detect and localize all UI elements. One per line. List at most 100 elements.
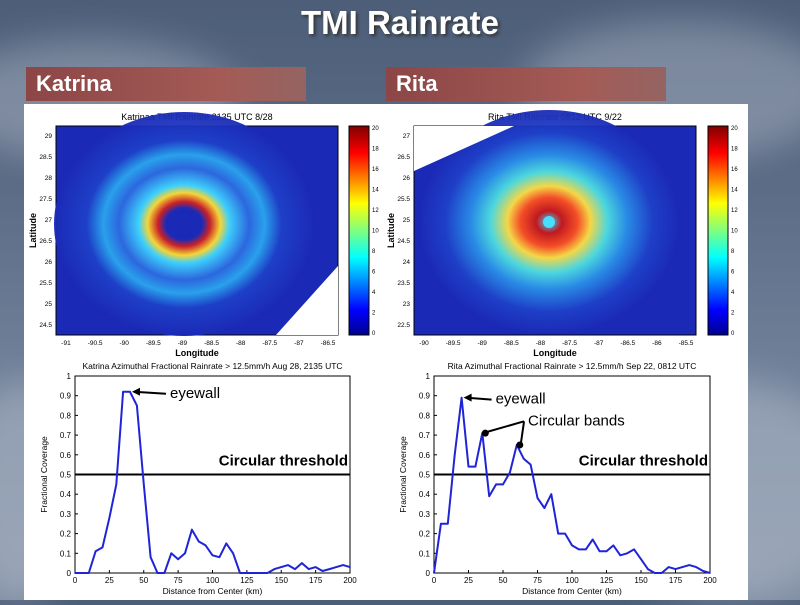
data-point xyxy=(453,454,456,456)
rita-coverage-chart: Rita Azimuthal Fractional Rainrate > 12.… xyxy=(398,361,717,596)
map-x-tick-label: -88 xyxy=(236,340,246,347)
data-point xyxy=(273,568,276,570)
data-point xyxy=(598,550,601,553)
figure-svg: Katrinaa TMI Rainrate 2135 UTC 8/28-91-9… xyxy=(28,110,738,596)
map-y-tick-label: 25 xyxy=(403,217,411,224)
y-tick-label: 0.9 xyxy=(60,392,72,401)
data-point xyxy=(509,471,511,474)
data-point xyxy=(495,483,497,486)
data-point xyxy=(591,538,594,541)
colorbar-tick-label: 4 xyxy=(372,290,376,296)
map-x-tick-label: -87.5 xyxy=(262,340,277,347)
map-x-tick-label: -89.5 xyxy=(446,340,461,347)
y-axis-label: Fractional Coverage xyxy=(39,436,49,513)
katrina-header: Katrina xyxy=(26,67,306,101)
colorbar-tick-label: 2 xyxy=(372,311,376,317)
colorbar xyxy=(348,125,370,336)
map-y-tick-label: 26 xyxy=(45,259,53,266)
map-y-tick-label: 23.5 xyxy=(397,280,410,287)
data-point xyxy=(170,552,173,555)
map-y-tick-label: 22.5 xyxy=(397,322,410,329)
map-x-tick-label: -86.5 xyxy=(620,340,635,347)
x-axis-label: Distance from Center (km) xyxy=(163,586,263,596)
arrow-head xyxy=(463,393,472,402)
data-point xyxy=(259,572,262,574)
data-point xyxy=(142,483,145,486)
colorbar-tick-label: 0 xyxy=(372,331,376,337)
arrow-head xyxy=(481,429,489,437)
colorbar-tick-label: 20 xyxy=(372,126,379,132)
map-y-tick-label: 28.5 xyxy=(39,154,52,161)
figure-panel: Katrinaa TMI Rainrate 2135 UTC 8/28-91-9… xyxy=(24,104,748,600)
y-tick-label: 0.2 xyxy=(60,530,72,539)
data-point xyxy=(654,572,656,574)
colorbar xyxy=(707,125,729,336)
data-point xyxy=(246,572,248,574)
map-y-label: Latitude xyxy=(28,213,38,248)
colorbar-tick-label: 4 xyxy=(731,290,735,296)
y-tick-label: 0.4 xyxy=(60,490,72,499)
data-point xyxy=(149,556,152,559)
x-tick-label: 50 xyxy=(139,576,148,585)
map-x-tick-label: -87 xyxy=(294,340,304,347)
data-point xyxy=(191,528,193,531)
data-point xyxy=(136,404,138,407)
data-point xyxy=(688,564,691,566)
y-tick-label: 0.5 xyxy=(419,471,431,480)
y-tick-label: 0 xyxy=(426,569,431,578)
data-point xyxy=(660,572,663,574)
map-y-tick-label: 25.5 xyxy=(397,196,410,203)
map-y-tick-label: 27 xyxy=(45,217,53,224)
map-y-tick-label: 25 xyxy=(45,301,53,308)
chart-title: Rita Azimuthal Fractional Rainrate > 12.… xyxy=(448,361,697,371)
data-point xyxy=(266,572,269,574)
data-point xyxy=(218,556,221,559)
data-point xyxy=(695,566,697,568)
y-tick-label: 0.5 xyxy=(60,471,72,480)
colorbar-tick-label: 6 xyxy=(372,270,376,276)
colorbar-tick-label: 14 xyxy=(372,188,379,194)
map-x-tick-label: -85.5 xyxy=(679,340,694,347)
x-tick-label: 25 xyxy=(464,576,473,585)
map-y-tick-label: 24.5 xyxy=(39,322,52,329)
map-y-tick-label: 29 xyxy=(45,133,53,140)
y-tick-label: 1 xyxy=(426,372,431,381)
data-point xyxy=(87,572,90,574)
data-point xyxy=(557,532,559,535)
colorbar-tick-label: 10 xyxy=(372,229,379,235)
data-point xyxy=(626,552,628,555)
colorbar-tick-label: 8 xyxy=(372,249,376,255)
map-x-tick-label: -88.5 xyxy=(504,340,519,347)
data-point xyxy=(335,566,338,568)
data-point xyxy=(447,522,449,525)
map-x-tick-label: -87 xyxy=(594,340,604,347)
data-point xyxy=(647,568,649,570)
threshold-label: Circular threshold xyxy=(579,453,708,470)
map-x-tick-label: -86 xyxy=(652,340,662,347)
storm-eye xyxy=(543,216,555,228)
data-point xyxy=(612,544,615,547)
x-tick-label: 75 xyxy=(533,576,542,585)
annotation-label: eyewall xyxy=(170,385,220,402)
colorbar-tick-label: 10 xyxy=(731,229,738,235)
map-x-tick-label: -89 xyxy=(178,340,188,347)
storm-eye xyxy=(174,214,194,234)
y-tick-label: 1 xyxy=(67,372,72,381)
data-point xyxy=(204,544,207,547)
map-y-tick-label: 27.5 xyxy=(39,196,52,203)
colorbar-tick-label: 16 xyxy=(372,167,379,173)
data-point xyxy=(81,572,83,574)
colorbar-tick-label: 20 xyxy=(731,126,738,132)
map-y-tick-label: 26.5 xyxy=(39,238,52,245)
data-point xyxy=(349,566,351,568)
data-point xyxy=(94,550,97,553)
data-point xyxy=(619,554,622,557)
data-point xyxy=(550,493,553,496)
map-x-tick-label: -88.5 xyxy=(204,340,219,347)
arrow-head xyxy=(516,441,524,449)
data-point xyxy=(571,544,573,547)
y-tick-label: 0.8 xyxy=(60,411,72,420)
data-point xyxy=(232,552,234,555)
data-point xyxy=(197,540,200,543)
katrina-coverage-chart: Katrina Azimuthal Fractional Rainrate > … xyxy=(39,361,357,596)
